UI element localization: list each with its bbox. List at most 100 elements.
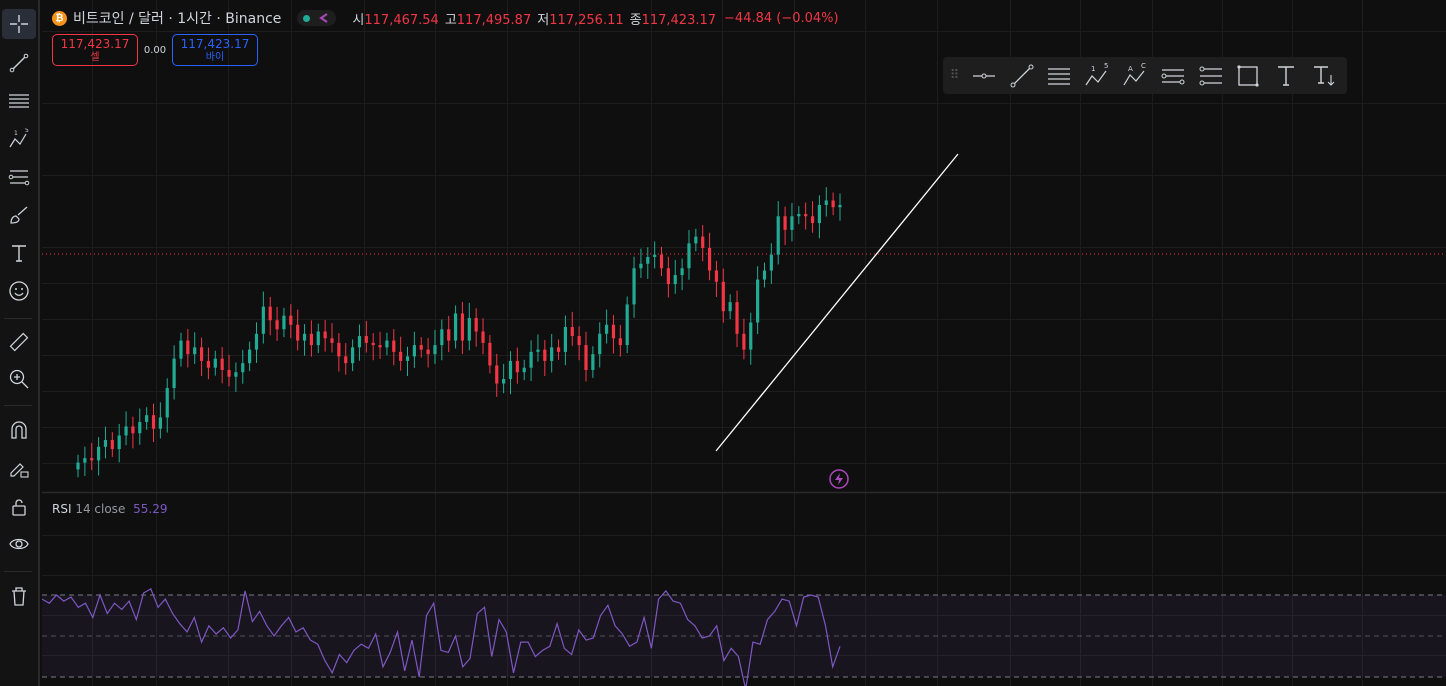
price-chart[interactable] bbox=[42, 0, 1446, 686]
candle-body bbox=[831, 200, 835, 208]
candle-body bbox=[350, 347, 355, 364]
buy-button[interactable]: 117,423.17 바이 bbox=[172, 34, 258, 66]
candle-body bbox=[392, 340, 396, 352]
candle-body bbox=[254, 333, 259, 350]
emoji-icon[interactable] bbox=[2, 276, 36, 306]
candle-body bbox=[268, 306, 272, 321]
price-range-icon[interactable] bbox=[1154, 57, 1192, 94]
candle-body bbox=[556, 347, 561, 352]
candle-body bbox=[632, 268, 636, 305]
ruler-icon[interactable] bbox=[2, 327, 36, 357]
horizontal-ray-icon[interactable] bbox=[965, 57, 1003, 94]
ohlc-open: 시117,467.54 bbox=[352, 12, 439, 28]
trend-line-icon[interactable] bbox=[2, 48, 36, 78]
buy-label: 바이 bbox=[205, 52, 225, 63]
candle-body bbox=[124, 426, 128, 436]
sell-label: 셀 bbox=[90, 52, 100, 63]
text-icon[interactable] bbox=[2, 238, 36, 268]
trash-icon[interactable] bbox=[2, 581, 36, 611]
zoom-in-icon[interactable] bbox=[2, 364, 36, 394]
brush-icon[interactable] bbox=[2, 200, 36, 230]
candle-body bbox=[371, 342, 375, 346]
candle-body bbox=[756, 279, 760, 323]
eye-icon[interactable] bbox=[2, 529, 36, 559]
candle-body bbox=[289, 315, 293, 325]
trend-line-drawing[interactable] bbox=[715, 153, 959, 452]
market-status[interactable] bbox=[297, 10, 337, 26]
fib-retracement-icon[interactable] bbox=[2, 86, 36, 116]
candle-body bbox=[467, 317, 471, 341]
trend-line-icon[interactable] bbox=[1003, 57, 1041, 94]
candle-body bbox=[220, 358, 224, 370]
lock-drawing-icon[interactable] bbox=[2, 453, 36, 483]
candle-body bbox=[76, 462, 80, 470]
candle-body bbox=[248, 349, 252, 364]
toolbar-divider bbox=[4, 405, 32, 406]
price-change: −44.84 (−0.04%) bbox=[724, 10, 839, 26]
prediction-icon[interactable] bbox=[2, 162, 36, 192]
rsi-legend[interactable]: RSI 14 close 55.29 bbox=[52, 502, 168, 516]
svg-text:5: 5 bbox=[25, 128, 29, 134]
candle-body bbox=[611, 324, 616, 339]
rectangle-icon[interactable] bbox=[1230, 57, 1268, 94]
candle-body bbox=[433, 345, 437, 355]
candle-body bbox=[817, 204, 822, 224]
crosshair-icon[interactable] bbox=[2, 9, 36, 39]
candle-body bbox=[522, 367, 526, 373]
svg-text:A: A bbox=[1128, 65, 1133, 73]
candle-body bbox=[460, 313, 465, 341]
candle-body bbox=[364, 336, 368, 343]
toolbar-divider bbox=[4, 571, 32, 572]
svg-text:1: 1 bbox=[1091, 65, 1095, 73]
bitcoin-icon: ₿ bbox=[52, 10, 67, 26]
candle-body bbox=[323, 331, 327, 339]
parallel-channel-icon[interactable] bbox=[1041, 57, 1079, 94]
candle-body bbox=[481, 331, 485, 343]
candle-body bbox=[769, 254, 773, 271]
symbol-header: ₿ 비트코인 / 달러 · 1시간 · Binance 시117,467.54 … bbox=[52, 8, 839, 28]
candle-body bbox=[474, 317, 478, 332]
candle-body bbox=[83, 458, 87, 463]
candle-body bbox=[179, 340, 183, 359]
ohlc-low: 저117,256.11 bbox=[537, 12, 624, 28]
anchored-text-icon[interactable] bbox=[1305, 57, 1343, 94]
candle-body bbox=[426, 349, 430, 355]
magnet-icon[interactable] bbox=[2, 415, 36, 445]
ohlc-high: 고117,495.87 bbox=[444, 12, 532, 28]
candle-body bbox=[172, 358, 176, 389]
candles bbox=[76, 187, 842, 478]
candle-body bbox=[412, 345, 416, 357]
drag-handle-icon[interactable]: ⠿ bbox=[949, 68, 960, 83]
date-price-range-icon[interactable] bbox=[1192, 57, 1230, 94]
toolbar-divider bbox=[4, 318, 32, 319]
candle-body bbox=[145, 415, 149, 422]
candle-body bbox=[316, 331, 320, 346]
chart-area[interactable]: ₿ 비트코인 / 달러 · 1시간 · Binance 시117,467.54 … bbox=[42, 0, 1446, 686]
candle-body bbox=[639, 263, 643, 269]
symbol-title[interactable]: 비트코인 / 달러 · 1시간 · Binance bbox=[73, 11, 282, 27]
trade-panel: 117,423.17 셀 0.00 117,423.17 바이 bbox=[52, 34, 258, 66]
candle-body bbox=[810, 216, 815, 224]
lightning-icon[interactable] bbox=[829, 469, 849, 489]
candle-body bbox=[577, 336, 581, 346]
text-icon[interactable] bbox=[1267, 57, 1305, 94]
candle-body bbox=[604, 324, 609, 334]
candle-body bbox=[193, 347, 197, 355]
candle-body bbox=[598, 333, 602, 355]
candle-body bbox=[158, 417, 162, 429]
unlock-icon[interactable] bbox=[2, 492, 36, 522]
candle-body bbox=[378, 345, 382, 348]
candle-body bbox=[227, 369, 231, 377]
sell-button[interactable]: 117,423.17 셀 bbox=[52, 34, 138, 66]
candle-body bbox=[659, 254, 664, 269]
candle-body bbox=[776, 216, 780, 255]
candle-body bbox=[646, 256, 650, 264]
rsi-params: 14 close bbox=[75, 502, 126, 516]
candle-body bbox=[797, 214, 801, 217]
candle-body bbox=[570, 327, 574, 337]
